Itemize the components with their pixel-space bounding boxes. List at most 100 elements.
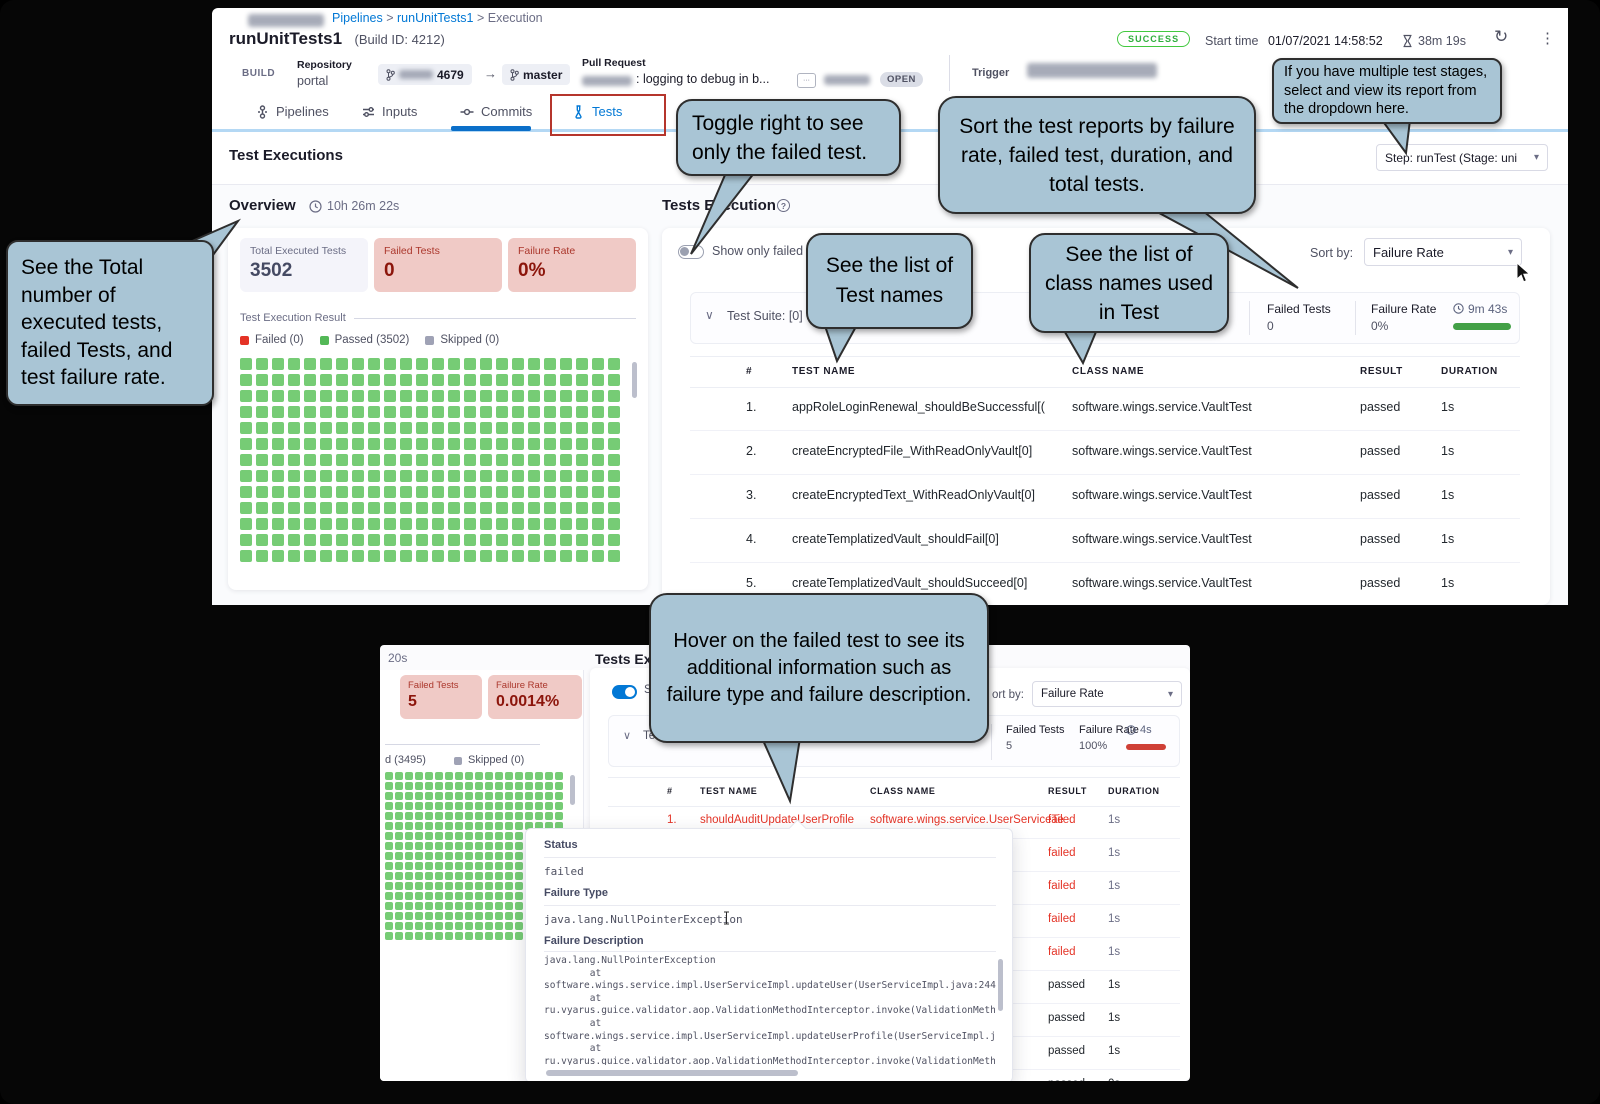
scrollbar-thumb[interactable] <box>998 959 1003 1011</box>
table-row[interactable]: 4. createTemplatizedVault_shouldFail[0] … <box>690 518 1520 563</box>
passed-test-square <box>288 534 300 546</box>
pr-title[interactable]: : logging to debug in b... <box>636 72 770 86</box>
passed-test-square <box>465 812 473 820</box>
col-num[interactable]: # <box>746 366 753 377</box>
passed-test-square <box>485 842 493 850</box>
passed-test-square <box>475 852 483 860</box>
table-row[interactable]: 1. appRoleLoginRenewal_shouldBeSuccessfu… <box>690 386 1520 431</box>
passed-test-square <box>512 470 524 482</box>
passed-test-square <box>240 374 252 386</box>
passed-test-square <box>480 486 492 498</box>
kebab-menu-icon[interactable]: ⋮ <box>1540 30 1555 47</box>
passed-test-square <box>448 406 460 418</box>
passed-test-square <box>385 842 393 850</box>
col-test-name[interactable]: TEST NAME <box>792 366 856 377</box>
passed-test-square <box>415 792 423 800</box>
scrollbar-thumb[interactable] <box>632 362 637 398</box>
sort-by-dropdown[interactable]: Failure Rate ▾ <box>1032 681 1182 707</box>
tab-pipelines[interactable]: Pipelines <box>256 104 329 119</box>
passed-test-square <box>545 782 553 790</box>
col-duration[interactable]: DURATION <box>1108 786 1160 796</box>
passed-test-square <box>515 902 523 910</box>
row-duration: 1s <box>1108 880 1121 892</box>
passed-test-square <box>465 882 473 890</box>
passed-test-square <box>465 902 473 910</box>
passed-test-square <box>405 802 413 810</box>
passed-test-square <box>448 358 460 370</box>
failed-only-toggle[interactable] <box>612 685 637 699</box>
more-icon[interactable]: ··· <box>797 73 816 88</box>
suite-duration-bar <box>1453 323 1511 330</box>
passed-test-square <box>395 872 403 880</box>
passed-test-square <box>368 518 380 530</box>
horizontal-scrollbar-thumb[interactable] <box>546 1070 798 1076</box>
help-icon[interactable]: ? <box>777 199 790 212</box>
passed-test-square <box>385 882 393 890</box>
passed-test-square <box>405 882 413 890</box>
table-row[interactable]: 2. createEncryptedFile_WithReadOnlyVault… <box>690 430 1520 475</box>
tab-commits[interactable]: Commits <box>460 104 532 119</box>
passed-test-square <box>336 390 348 402</box>
passed-test-square <box>272 374 284 386</box>
passed-test-square <box>416 454 428 466</box>
failure-description-value: java.lang.NullPointerException at softwa… <box>544 955 996 1065</box>
chevron-down-icon[interactable]: ∨ <box>623 730 632 742</box>
passed-test-square <box>495 922 503 930</box>
divider <box>354 318 636 319</box>
passed-test-square <box>385 782 393 790</box>
target-branch-chip[interactable]: master <box>502 64 571 85</box>
passed-test-square <box>352 534 364 546</box>
scrollbar-thumb[interactable] <box>570 775 575 805</box>
refresh-icon[interactable]: ↻ <box>1494 27 1509 46</box>
col-result[interactable]: RESULT <box>1048 786 1087 796</box>
chevron-down-icon: ▾ <box>1533 152 1539 163</box>
col-result[interactable]: RESULT <box>1360 366 1403 377</box>
passed-test-square <box>288 486 300 498</box>
table-row[interactable]: passed 0s <box>608 1069 1180 1081</box>
passed-test-square <box>395 932 403 940</box>
passed-test-square <box>515 922 523 930</box>
overview-card: Total Executed Tests 3502 Failed Tests 0 F… <box>228 228 648 590</box>
breadcrumb-pipelines[interactable]: Pipelines <box>332 11 383 25</box>
passed-test-square <box>352 486 364 498</box>
col-duration[interactable]: DURATION <box>1441 366 1498 377</box>
chevron-down-icon[interactable]: ∨ <box>705 308 714 322</box>
passed-test-square <box>465 872 473 880</box>
passed-test-square <box>465 842 473 850</box>
table-row[interactable]: 3. createEncryptedText_WithReadOnlyVault… <box>690 474 1520 519</box>
row-result: failed <box>1048 814 1076 826</box>
passed-test-square <box>528 470 540 482</box>
tab-inputs[interactable]: Inputs <box>362 104 417 119</box>
passed-test-square <box>485 882 493 890</box>
col-test-name[interactable]: TEST NAME <box>700 786 758 796</box>
table-row[interactable]: 5. createTemplatizedVault_shouldSucceed[… <box>690 562 1520 605</box>
passed-test-square <box>515 852 523 860</box>
passed-test-square <box>576 550 588 562</box>
passed-test-square <box>385 892 393 900</box>
col-class-name[interactable]: CLASS NAME <box>1072 366 1145 377</box>
passed-test-square <box>256 550 268 562</box>
passed-test-square <box>425 812 433 820</box>
passed-test-square <box>405 772 413 780</box>
breadcrumb-pipeline-name[interactable]: runUnitTests1 <box>397 11 474 25</box>
row-result: passed <box>1360 400 1401 414</box>
passed-test-square <box>416 438 428 450</box>
passed-test-square <box>400 470 412 482</box>
passed-test-square <box>320 534 332 546</box>
passed-test-square <box>480 390 492 402</box>
passed-test-square <box>528 422 540 434</box>
passed-test-square <box>445 912 453 920</box>
clock-icon <box>309 200 322 213</box>
tab-tests[interactable]: Tests <box>572 104 622 119</box>
passed-test-square <box>515 782 523 790</box>
sort-by-dropdown[interactable]: Failure Rate ▾ <box>1364 238 1522 266</box>
passed-test-square <box>384 438 396 450</box>
col-num[interactable]: # <box>667 786 673 796</box>
source-branch-chip[interactable]: 4679 <box>378 64 472 85</box>
passed-test-square <box>395 922 403 930</box>
col-class-name[interactable]: CLASS NAME <box>870 786 936 796</box>
row-class-name: software.wings.service.VaultTest <box>1072 444 1252 458</box>
passed-test-square <box>425 792 433 800</box>
passed-test-square <box>525 782 533 790</box>
passed-test-square <box>448 550 460 562</box>
